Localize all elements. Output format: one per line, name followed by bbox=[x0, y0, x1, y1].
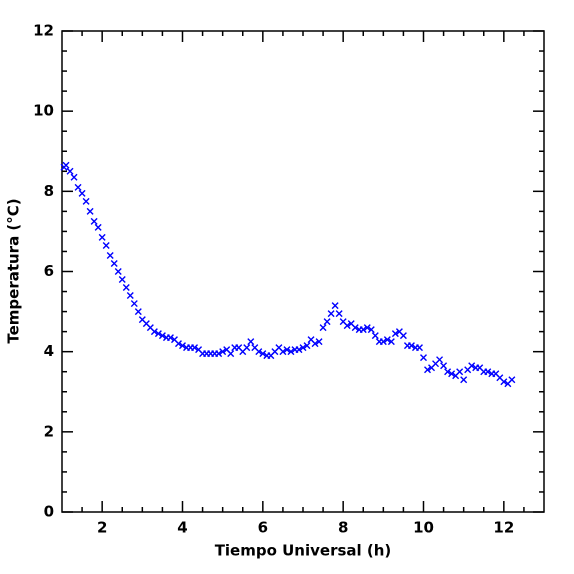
y-tick-label: 2 bbox=[44, 422, 54, 440]
point bbox=[303, 342, 311, 350]
point bbox=[126, 292, 134, 300]
point bbox=[227, 350, 235, 358]
point bbox=[315, 338, 323, 346]
point bbox=[255, 348, 263, 356]
x-tick-label: 2 bbox=[97, 519, 107, 537]
x-tick-label: 4 bbox=[177, 519, 187, 537]
point bbox=[110, 259, 118, 267]
point bbox=[436, 356, 444, 364]
point bbox=[508, 376, 516, 384]
point bbox=[94, 223, 102, 231]
point bbox=[500, 378, 508, 386]
point bbox=[295, 346, 303, 354]
point bbox=[62, 161, 70, 169]
point bbox=[66, 167, 74, 175]
point bbox=[243, 344, 251, 352]
x-tick-label: 12 bbox=[493, 519, 514, 537]
axes bbox=[62, 30, 544, 513]
point bbox=[174, 340, 182, 348]
point bbox=[299, 344, 307, 352]
point bbox=[367, 326, 375, 334]
point bbox=[383, 336, 391, 344]
point bbox=[327, 310, 335, 318]
point bbox=[391, 330, 399, 338]
y-tick-label: 4 bbox=[44, 342, 54, 360]
point bbox=[114, 268, 122, 275]
point bbox=[82, 197, 90, 205]
point bbox=[78, 189, 86, 197]
point bbox=[444, 368, 452, 376]
point bbox=[134, 308, 142, 316]
point bbox=[122, 284, 130, 292]
point bbox=[440, 362, 448, 370]
point bbox=[179, 342, 186, 350]
point bbox=[424, 366, 432, 374]
point bbox=[319, 324, 327, 332]
point bbox=[331, 302, 339, 310]
point bbox=[311, 340, 319, 348]
x-axis-label: Tiempo Universal (h) bbox=[215, 542, 392, 560]
point bbox=[460, 376, 468, 384]
point bbox=[86, 207, 94, 215]
plot-frame bbox=[61, 30, 545, 513]
y-tick-label: 8 bbox=[44, 182, 54, 200]
point bbox=[283, 346, 291, 354]
point bbox=[247, 338, 255, 346]
point bbox=[98, 233, 106, 241]
point bbox=[399, 332, 407, 340]
point bbox=[219, 348, 227, 356]
point bbox=[74, 183, 82, 191]
point bbox=[387, 338, 395, 346]
point bbox=[335, 310, 343, 318]
point bbox=[343, 322, 351, 330]
point bbox=[323, 318, 331, 326]
point bbox=[166, 334, 174, 342]
x-tick-label: 10 bbox=[413, 519, 434, 537]
point bbox=[279, 348, 287, 356]
x-tick-label: 6 bbox=[258, 519, 268, 537]
point bbox=[415, 344, 423, 352]
point bbox=[456, 368, 464, 376]
point bbox=[118, 276, 126, 284]
point bbox=[468, 362, 476, 370]
point bbox=[106, 251, 114, 259]
point bbox=[448, 370, 456, 378]
y-tick-label: 0 bbox=[44, 503, 54, 521]
point bbox=[371, 332, 379, 340]
point bbox=[420, 354, 427, 362]
point bbox=[150, 328, 158, 336]
x-tick-label: 8 bbox=[338, 519, 348, 537]
point bbox=[407, 342, 415, 350]
y-tick-label: 6 bbox=[44, 262, 54, 280]
point bbox=[130, 300, 138, 308]
point bbox=[287, 348, 295, 356]
point bbox=[90, 217, 98, 225]
point bbox=[379, 338, 387, 346]
point bbox=[359, 326, 367, 334]
point bbox=[484, 368, 492, 376]
point bbox=[70, 173, 78, 181]
point bbox=[158, 332, 166, 340]
point bbox=[363, 324, 371, 332]
y-tick-label: 12 bbox=[33, 22, 54, 40]
point bbox=[154, 330, 162, 338]
y-tick-label: 10 bbox=[33, 102, 54, 120]
point bbox=[102, 241, 110, 249]
point bbox=[259, 350, 267, 358]
y-axis-label: Temperatura (°C) bbox=[5, 198, 23, 343]
point bbox=[191, 344, 199, 352]
point bbox=[351, 324, 359, 332]
point bbox=[215, 350, 223, 358]
